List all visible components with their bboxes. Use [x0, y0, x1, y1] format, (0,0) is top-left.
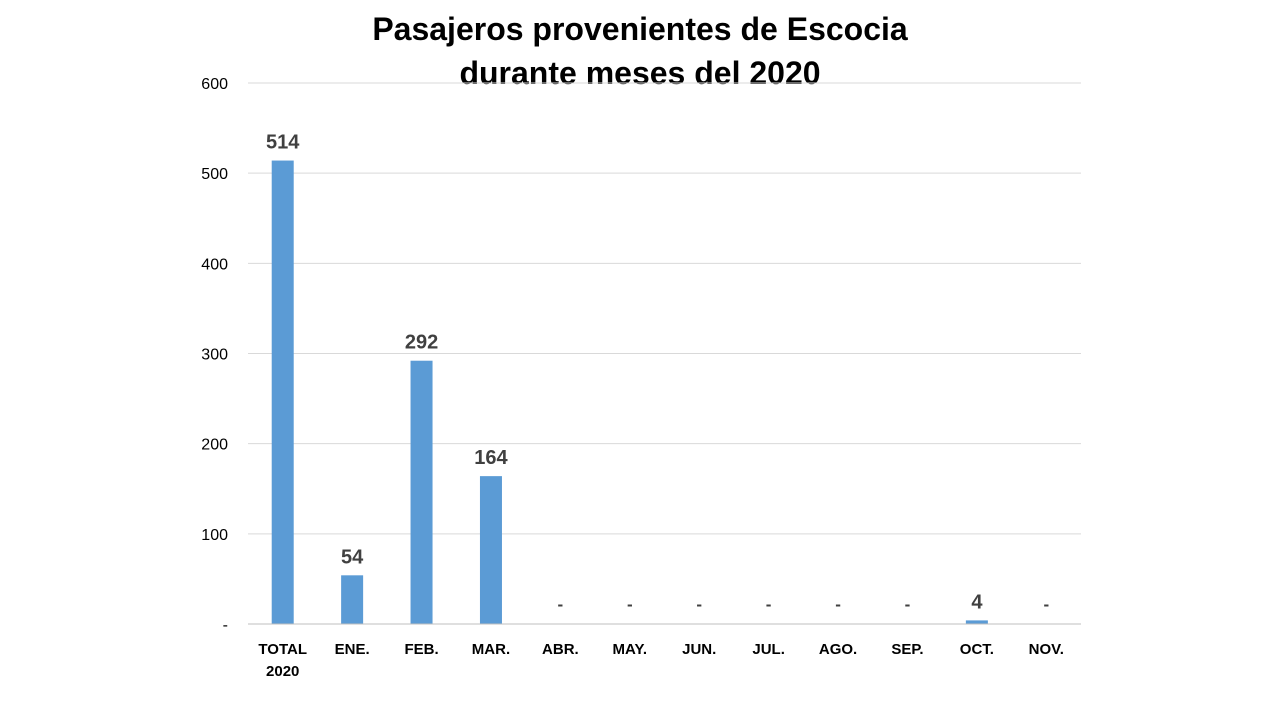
data-label: - — [696, 595, 702, 614]
x-category-label: JUN. — [682, 641, 716, 658]
bar — [479, 476, 502, 624]
data-label: - — [627, 595, 633, 614]
y-tick-label: 200 — [201, 437, 228, 454]
data-label: 164 — [474, 447, 508, 469]
bar — [341, 575, 364, 624]
chart-title-line-1: Pasajeros provenientes de Escocia — [372, 11, 908, 47]
y-tick-label: 600 — [201, 76, 228, 93]
x-category-label: FEB. — [404, 641, 438, 658]
data-label: 54 — [341, 546, 364, 568]
y-tick-label: 100 — [201, 527, 228, 544]
data-label: 292 — [405, 332, 438, 354]
x-category-label: AGO. — [819, 641, 857, 658]
data-label: 514 — [266, 132, 300, 154]
bar — [410, 360, 433, 624]
x-category-label: ABR. — [542, 641, 579, 658]
data-label: 4 — [971, 591, 983, 613]
x-axis-categories: TOTAL 2020 ENE. FEB. MAR. ABR. MAY. JUN. JUL. AGO… — [258, 641, 1064, 680]
data-label: - — [835, 595, 841, 614]
data-label: - — [766, 595, 772, 614]
data-labels: 514 54 292 164 - - - - - - 4 - — [266, 132, 1049, 614]
x-category-label: ENE. — [335, 641, 370, 658]
chart-title-line-2: durante meses del 2020 — [459, 55, 820, 91]
y-tick-label: - — [223, 617, 228, 634]
data-label: - — [905, 595, 911, 614]
bar — [271, 160, 294, 624]
bar — [965, 620, 988, 624]
x-category-label: JUL. — [752, 641, 785, 658]
data-label: - — [558, 595, 564, 614]
x-category-label: 2020 — [266, 663, 299, 680]
data-label: - — [1043, 595, 1049, 614]
gridlines — [248, 82, 1081, 535]
y-tick-label: 300 — [201, 347, 228, 364]
x-category-label: TOTAL — [258, 641, 307, 658]
x-category-label: MAY. — [613, 641, 647, 658]
y-tick-label: 500 — [201, 166, 228, 183]
x-category-label: OCT. — [960, 641, 994, 658]
bars — [271, 160, 988, 624]
x-category-label: MAR. — [472, 641, 510, 658]
y-axis-ticks: - 100 200 300 400 500 600 — [201, 76, 228, 634]
x-category-label: SEP. — [891, 641, 923, 658]
x-category-label: NOV. — [1029, 641, 1064, 658]
y-tick-label: 400 — [201, 256, 228, 273]
